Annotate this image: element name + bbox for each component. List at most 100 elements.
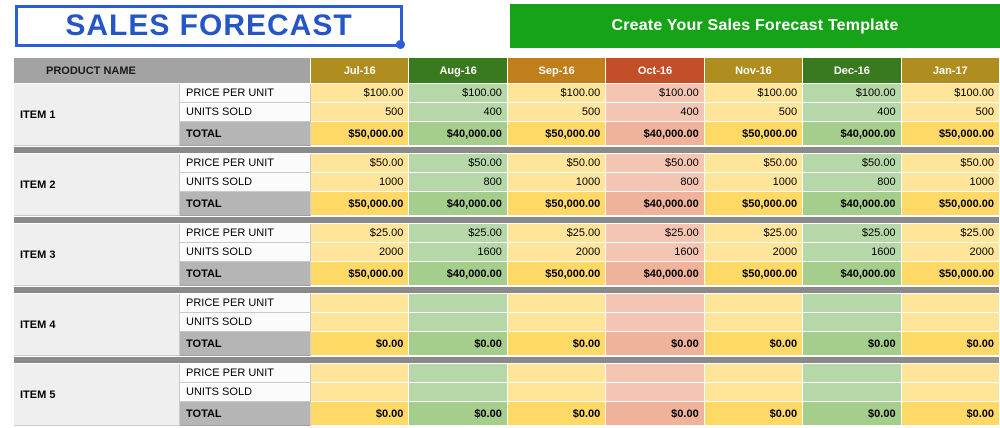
units-cell[interactable] [606, 313, 705, 332]
row-label-total[interactable]: TOTAL [180, 402, 311, 426]
units-cell[interactable]: 500 [507, 103, 607, 122]
total-cell[interactable]: $0.00 [507, 332, 607, 356]
units-cell[interactable] [704, 383, 804, 402]
total-cell[interactable]: $40,000.00 [606, 192, 705, 216]
month-header[interactable]: Dec-16 [803, 58, 902, 84]
row-label-price[interactable]: PRICE PER UNIT [180, 154, 311, 173]
price-cell[interactable] [606, 294, 705, 313]
total-cell[interactable]: $0.00 [803, 402, 902, 426]
total-cell[interactable]: $0.00 [803, 332, 902, 356]
units-cell[interactable]: 400 [803, 103, 902, 122]
total-cell[interactable]: $40,000.00 [409, 262, 508, 286]
price-cell[interactable] [606, 364, 705, 383]
price-cell[interactable]: $100.00 [704, 84, 804, 103]
units-cell[interactable]: 2000 [311, 243, 410, 262]
units-cell[interactable]: 1600 [803, 243, 902, 262]
total-cell[interactable]: $0.00 [901, 402, 1000, 426]
units-cell[interactable]: 1600 [606, 243, 705, 262]
units-cell[interactable]: 1000 [704, 173, 804, 192]
units-cell[interactable]: 800 [803, 173, 902, 192]
price-cell[interactable]: $100.00 [901, 84, 1000, 103]
price-cell[interactable]: $50.00 [311, 154, 410, 173]
row-label-units[interactable]: UNITS SOLD [180, 383, 311, 402]
month-header[interactable]: Nov-16 [704, 58, 804, 84]
price-cell[interactable] [507, 364, 607, 383]
selection-handle-icon[interactable] [396, 40, 405, 49]
total-cell[interactable]: $0.00 [606, 402, 705, 426]
total-cell[interactable]: $50,000.00 [704, 262, 804, 286]
row-label-price[interactable]: PRICE PER UNIT [180, 224, 311, 243]
price-cell[interactable]: $25.00 [409, 224, 508, 243]
price-cell[interactable] [704, 294, 804, 313]
units-cell[interactable]: 800 [409, 173, 508, 192]
banner[interactable]: Create Your Sales Forecast Template [510, 4, 1000, 48]
total-cell[interactable]: $50,000.00 [704, 122, 804, 146]
total-cell[interactable]: $40,000.00 [803, 262, 902, 286]
price-cell[interactable]: $100.00 [606, 84, 705, 103]
units-cell[interactable] [507, 313, 607, 332]
item-name-cell[interactable]: ITEM 2 [14, 154, 180, 216]
total-cell[interactable]: $0.00 [507, 402, 607, 426]
units-cell[interactable] [803, 313, 902, 332]
total-cell[interactable]: $40,000.00 [409, 192, 508, 216]
total-cell[interactable]: $50,000.00 [901, 122, 1000, 146]
total-cell[interactable]: $50,000.00 [311, 192, 410, 216]
total-cell[interactable]: $0.00 [311, 332, 410, 356]
month-header[interactable]: Jan-17 [901, 58, 1000, 84]
price-cell[interactable]: $100.00 [507, 84, 607, 103]
price-cell[interactable] [803, 294, 902, 313]
item-name-cell[interactable]: ITEM 5 [14, 364, 180, 426]
row-label-total[interactable]: TOTAL [180, 262, 311, 286]
units-cell[interactable]: 2000 [704, 243, 804, 262]
price-cell[interactable] [901, 294, 1000, 313]
total-cell[interactable]: $40,000.00 [803, 192, 902, 216]
units-cell[interactable]: 500 [311, 103, 410, 122]
month-header[interactable]: Oct-16 [606, 58, 705, 84]
price-cell[interactable]: $25.00 [704, 224, 804, 243]
units-cell[interactable]: 2000 [507, 243, 607, 262]
item-name-cell[interactable]: ITEM 1 [14, 84, 180, 146]
month-header[interactable]: Sep-16 [507, 58, 607, 84]
total-cell[interactable]: $40,000.00 [803, 122, 902, 146]
product-name-header[interactable]: PRODUCT NAME [14, 58, 311, 84]
item-name-cell[interactable]: ITEM 3 [14, 224, 180, 286]
units-cell[interactable] [311, 383, 410, 402]
price-cell[interactable]: $100.00 [803, 84, 902, 103]
units-cell[interactable] [901, 383, 1000, 402]
total-cell[interactable]: $0.00 [901, 332, 1000, 356]
price-cell[interactable] [409, 294, 508, 313]
row-label-total[interactable]: TOTAL [180, 332, 311, 356]
price-cell[interactable]: $50.00 [803, 154, 902, 173]
price-cell[interactable] [311, 294, 410, 313]
price-cell[interactable]: $25.00 [901, 224, 1000, 243]
row-label-units[interactable]: UNITS SOLD [180, 313, 311, 332]
row-label-price[interactable]: PRICE PER UNIT [180, 364, 311, 383]
units-cell[interactable] [803, 383, 902, 402]
price-cell[interactable]: $50.00 [606, 154, 705, 173]
total-cell[interactable]: $0.00 [409, 402, 508, 426]
price-cell[interactable] [704, 364, 804, 383]
units-cell[interactable]: 1000 [901, 173, 1000, 192]
title-box[interactable]: SALES FORECAST [15, 5, 405, 49]
total-cell[interactable]: $0.00 [704, 332, 804, 356]
units-cell[interactable] [901, 313, 1000, 332]
price-cell[interactable]: $50.00 [409, 154, 508, 173]
total-cell[interactable]: $0.00 [409, 332, 508, 356]
units-cell[interactable]: 400 [606, 103, 705, 122]
row-label-price[interactable]: PRICE PER UNIT [180, 294, 311, 313]
units-cell[interactable] [606, 383, 705, 402]
price-cell[interactable]: $50.00 [704, 154, 804, 173]
total-cell[interactable]: $0.00 [704, 402, 804, 426]
units-cell[interactable]: 500 [704, 103, 804, 122]
units-cell[interactable]: 800 [606, 173, 705, 192]
total-cell[interactable]: $50,000.00 [311, 122, 410, 146]
total-cell[interactable]: $40,000.00 [409, 122, 508, 146]
row-label-total[interactable]: TOTAL [180, 122, 311, 146]
row-label-total[interactable]: TOTAL [180, 192, 311, 216]
price-cell[interactable]: $100.00 [409, 84, 508, 103]
units-cell[interactable]: 1000 [507, 173, 607, 192]
units-cell[interactable] [311, 313, 410, 332]
units-cell[interactable]: 2000 [901, 243, 1000, 262]
total-cell[interactable]: $0.00 [311, 402, 410, 426]
total-cell[interactable]: $50,000.00 [507, 262, 607, 286]
